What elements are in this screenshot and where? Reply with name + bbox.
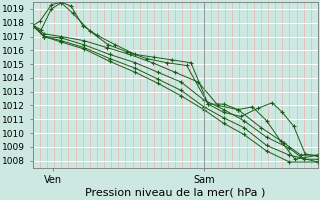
X-axis label: Pression niveau de la mer( hPa ): Pression niveau de la mer( hPa ) <box>85 188 266 198</box>
